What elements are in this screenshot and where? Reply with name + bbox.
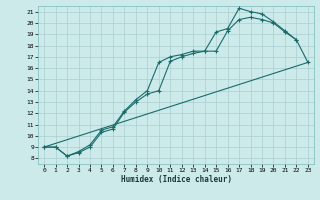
X-axis label: Humidex (Indice chaleur): Humidex (Indice chaleur) [121, 175, 231, 184]
